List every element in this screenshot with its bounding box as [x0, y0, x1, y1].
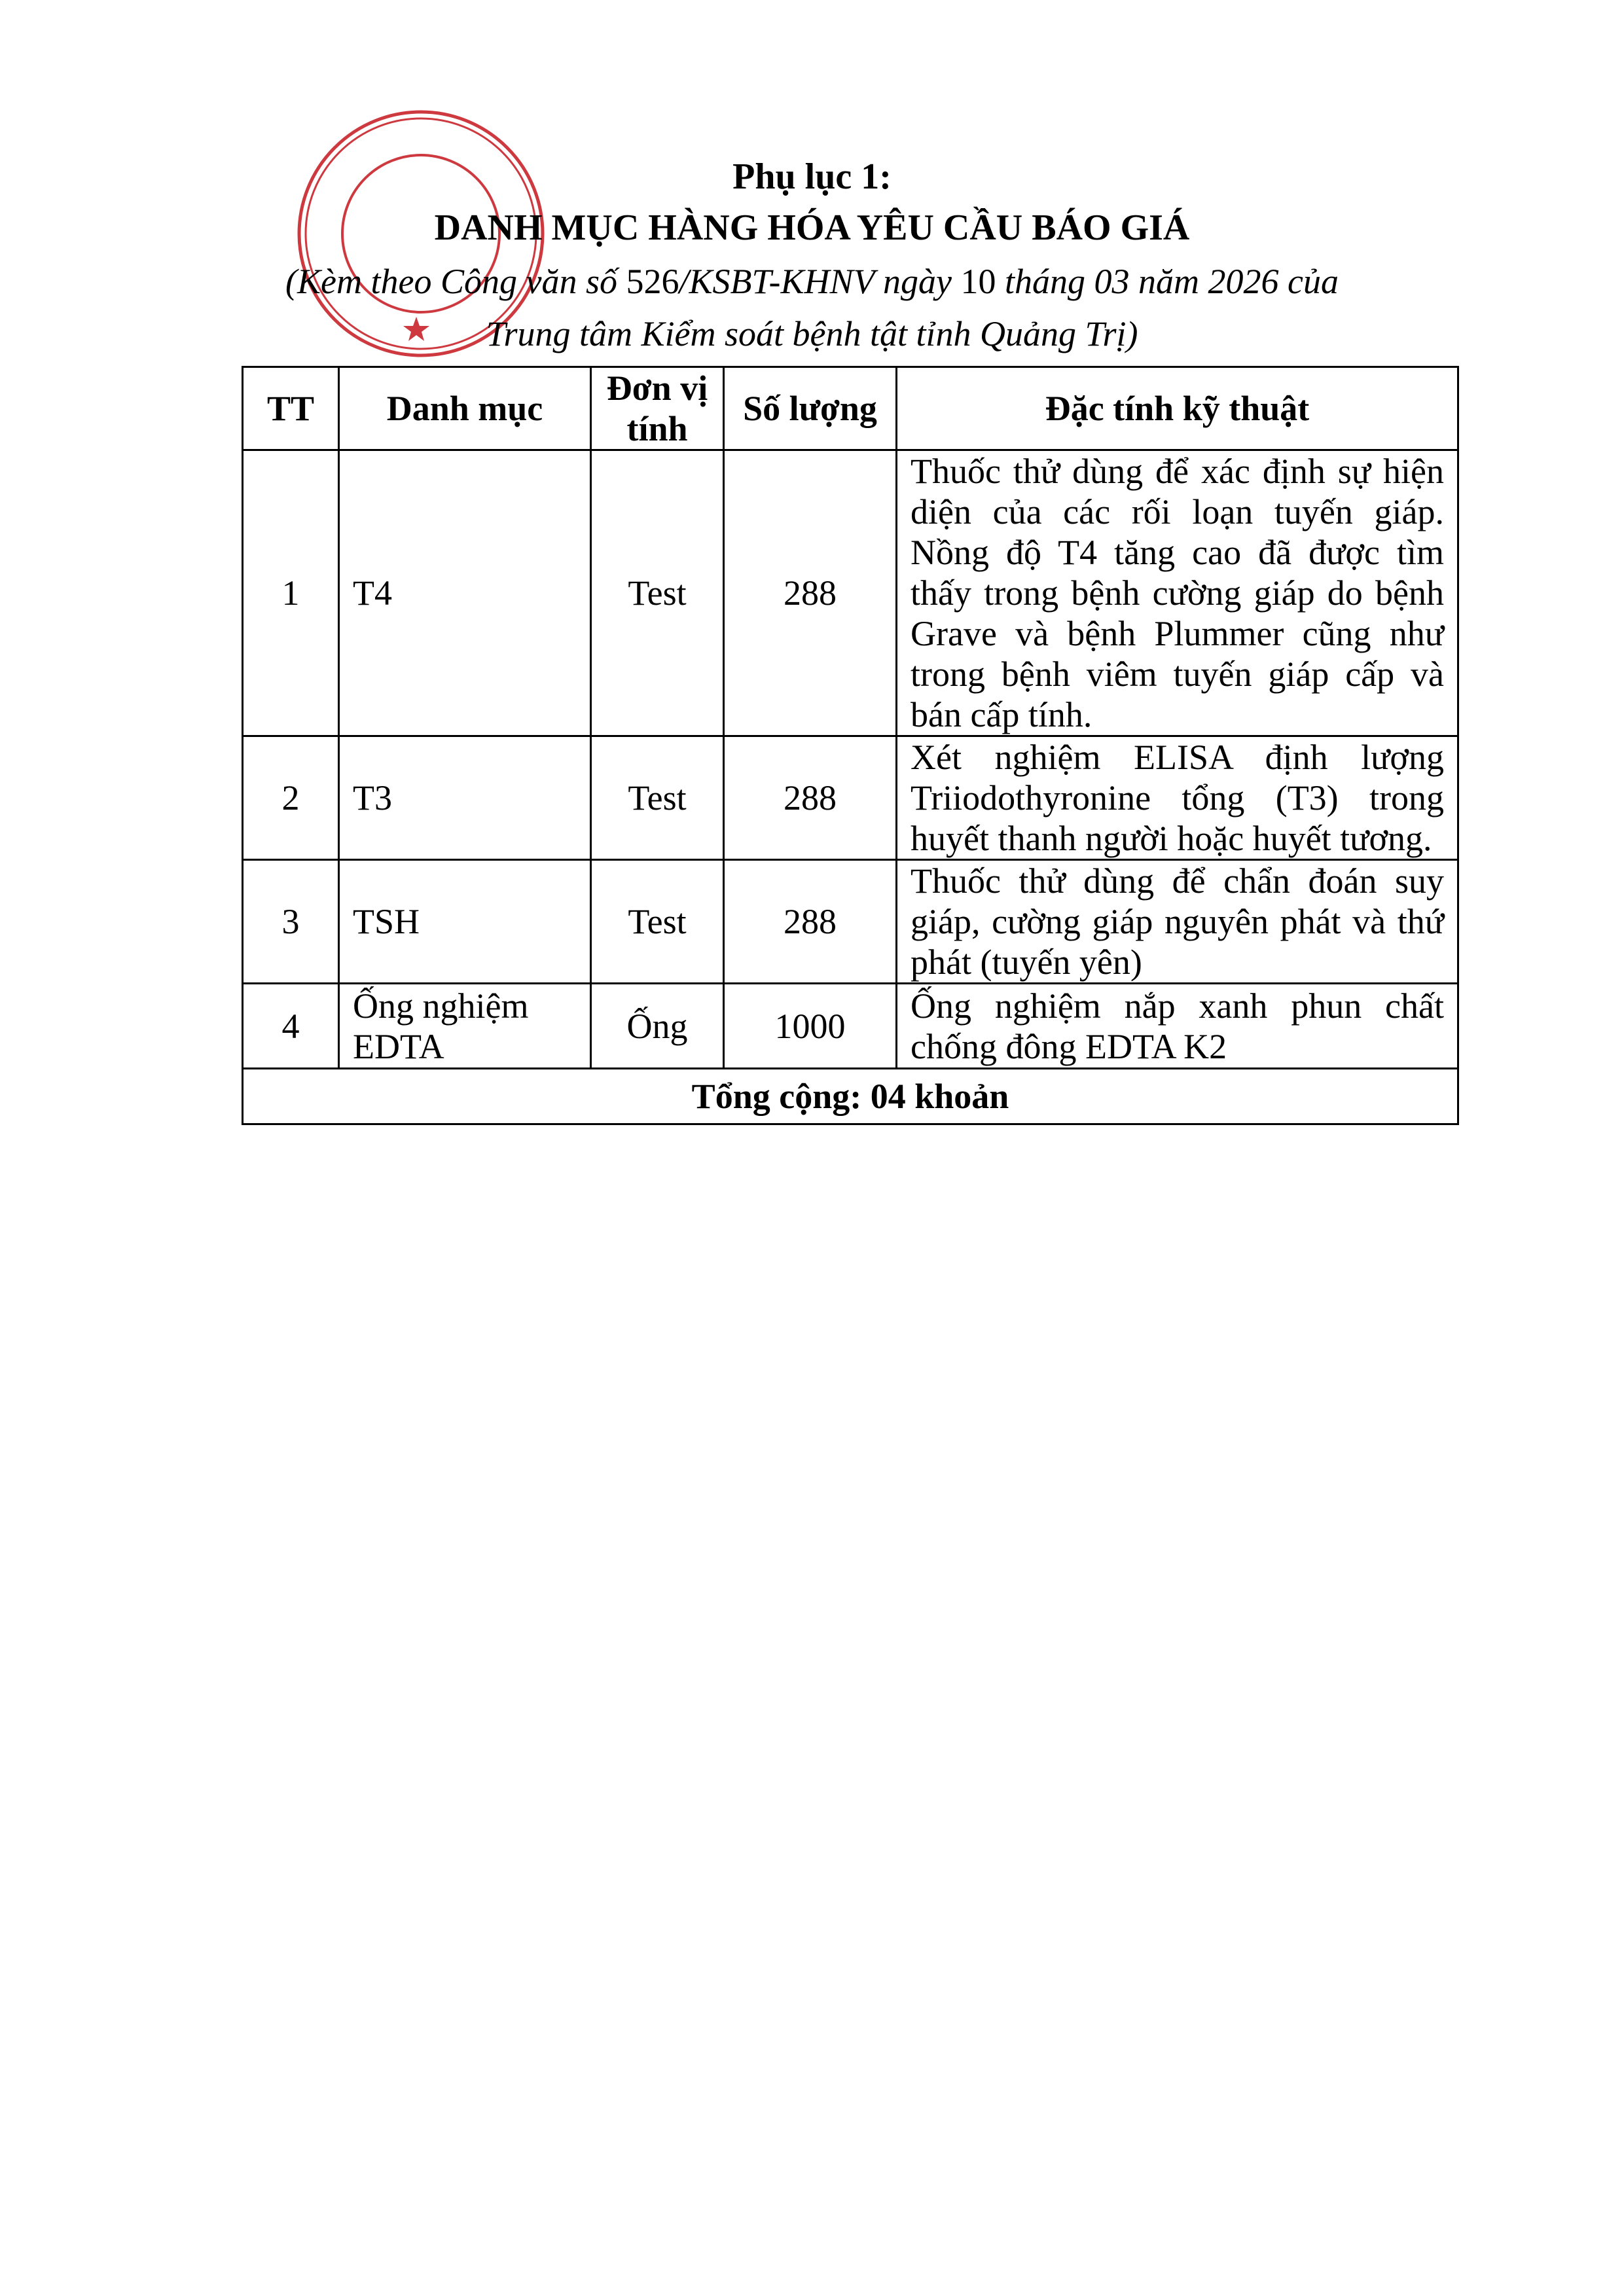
appendix-title: Phụ lục 1:	[732, 156, 892, 197]
cell-tt: 1	[242, 449, 340, 737]
cell-qty: 288	[723, 449, 897, 737]
reference-day: 10	[960, 262, 996, 301]
goods-table: TT Danh mục Đơn vị tính Số lượng Đặc tín…	[242, 366, 1459, 1125]
cell-qty: 288	[723, 859, 897, 984]
header-qty: Số lượng	[723, 366, 897, 451]
table-total-row: Tổng cộng: 04 khoản	[242, 1067, 1459, 1125]
cell-name: T4	[338, 449, 592, 737]
reference-code: /KSBT-KHNV ngày	[679, 262, 961, 301]
cell-unit: Ống	[590, 982, 725, 1069]
table-header-row: TT Danh mục Đơn vị tính Số lượng Đặc tín…	[242, 366, 1459, 451]
reference-prefix: (Kèm theo Công văn số	[285, 262, 626, 301]
cell-spec: Xét nghiệm ELISA định lượng Triiodothyro…	[895, 735, 1459, 861]
header-unit: Đơn vị tính	[590, 366, 725, 451]
cell-spec: Ống nghiệm nắp xanh phun chất chống đông…	[895, 982, 1459, 1069]
cell-unit: Test	[590, 449, 725, 737]
cell-spec: Thuốc thử dùng để xác định sự hiện diện …	[895, 449, 1459, 737]
cell-name: T3	[338, 735, 592, 861]
reference-suffix: tháng 03 năm 2026 của	[1005, 262, 1339, 301]
cell-tt: 3	[242, 859, 340, 984]
header-tt: TT	[242, 366, 340, 451]
total-cell: Tổng cộng: 04 khoản	[242, 1067, 1459, 1125]
cell-qty: 1000	[723, 982, 897, 1069]
table-row: 2 T3 Test 288 Xét nghiệm ELISA định lượn…	[242, 735, 1459, 861]
seal-star-icon	[403, 317, 429, 341]
cell-unit: Test	[590, 735, 725, 861]
header-spec: Đặc tính kỹ thuật	[895, 366, 1459, 451]
cell-unit: Test	[590, 859, 725, 984]
cell-tt: 4	[242, 982, 340, 1069]
table-row: 3 TSH Test 288 Thuốc thử dùng để chẩn đo…	[242, 859, 1459, 984]
cell-spec: Thuốc thử dùng để chẩn đoán suy giáp, cư…	[895, 859, 1459, 984]
table-row: 4 Ống nghiệm EDTA Ống 1000 Ống nghiệm nắ…	[242, 982, 1459, 1069]
cell-name: Ống nghiệm EDTA	[338, 982, 592, 1069]
reference-number: 526	[626, 262, 679, 301]
reference-line-2: Trung tâm Kiểm soát bệnh tật tỉnh Quảng …	[486, 314, 1138, 353]
cell-qty: 288	[723, 735, 897, 861]
header-name: Danh mục	[338, 366, 592, 451]
official-seal-stamp	[297, 110, 545, 357]
document-title: DANH MỤC HÀNG HÓA YÊU CẦU BÁO GIÁ	[434, 207, 1190, 248]
table-row: 1 T4 Test 288 Thuốc thử dùng để xác định…	[242, 449, 1459, 737]
reference-line: (Kèm theo Công văn số 526/KSBT-KHNV ngày…	[0, 260, 1624, 302]
cell-tt: 2	[242, 735, 340, 861]
cell-name: TSH	[338, 859, 592, 984]
